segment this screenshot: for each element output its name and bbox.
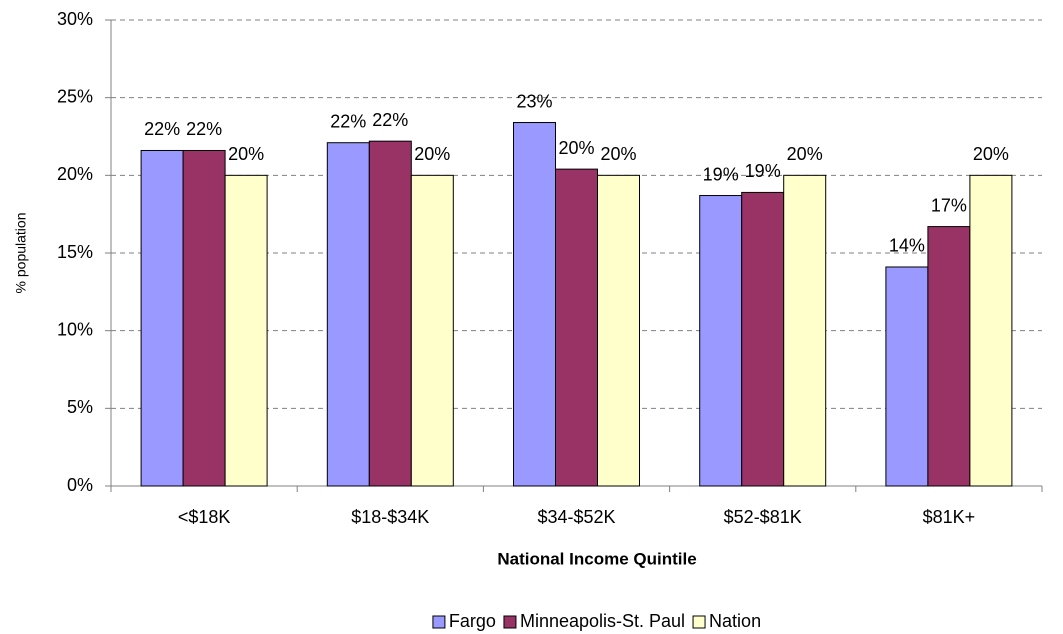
- value-label: 20%: [558, 138, 594, 158]
- bar: [699, 195, 743, 487]
- value-label: 22%: [144, 119, 180, 139]
- legend-label: Nation: [709, 611, 761, 631]
- y-tick-label: 30%: [57, 9, 93, 29]
- x-tick-label: $52-$81K: [724, 507, 802, 527]
- y-tick-label: 10%: [57, 319, 93, 339]
- x-tick-label: <$18K: [178, 507, 231, 527]
- bar: [182, 149, 226, 487]
- bar: [513, 122, 556, 487]
- value-label: 20%: [973, 144, 1009, 164]
- bar: [783, 174, 827, 487]
- legend-swatch: [503, 615, 517, 629]
- y-tick-label: 15%: [57, 242, 93, 262]
- value-label: 22%: [186, 119, 222, 139]
- value-label: 23%: [516, 91, 552, 111]
- bar: [368, 140, 412, 487]
- y-tick-label: 25%: [57, 86, 93, 106]
- bar: [597, 174, 640, 487]
- bar: [555, 168, 598, 487]
- y-tick-label: 5%: [67, 397, 93, 417]
- y-tick-label: 20%: [57, 164, 93, 184]
- x-tick-label: $34-$52K: [537, 507, 615, 527]
- legend-swatch: [692, 615, 706, 629]
- value-label: 19%: [703, 164, 739, 184]
- bar: [927, 226, 971, 487]
- y-tick-label: 0%: [67, 475, 93, 495]
- y-axis-title: % population: [13, 213, 29, 294]
- bar: [741, 191, 785, 487]
- value-label: 20%: [600, 144, 636, 164]
- legend-swatch: [432, 615, 446, 629]
- value-label: 17%: [931, 195, 967, 215]
- x-axis-title: National Income Quintile: [497, 549, 696, 568]
- legend-label: Fargo: [449, 611, 496, 631]
- bar: [885, 266, 929, 487]
- value-label: 14%: [889, 236, 925, 256]
- bar: [140, 149, 184, 487]
- value-label: 22%: [330, 111, 366, 131]
- value-label: 22%: [372, 110, 408, 130]
- x-tick-label: $18-$34K: [351, 507, 429, 527]
- value-label: 20%: [787, 144, 823, 164]
- bar: [326, 142, 370, 487]
- x-tick-label: $81K+: [923, 507, 976, 527]
- bar: [224, 174, 268, 487]
- value-label: 20%: [228, 144, 264, 164]
- bar: [410, 174, 454, 487]
- value-label: 20%: [414, 144, 450, 164]
- legend-label: Minneapolis-St. Paul: [520, 611, 685, 631]
- value-label: 19%: [745, 161, 781, 181]
- bar: [969, 174, 1013, 487]
